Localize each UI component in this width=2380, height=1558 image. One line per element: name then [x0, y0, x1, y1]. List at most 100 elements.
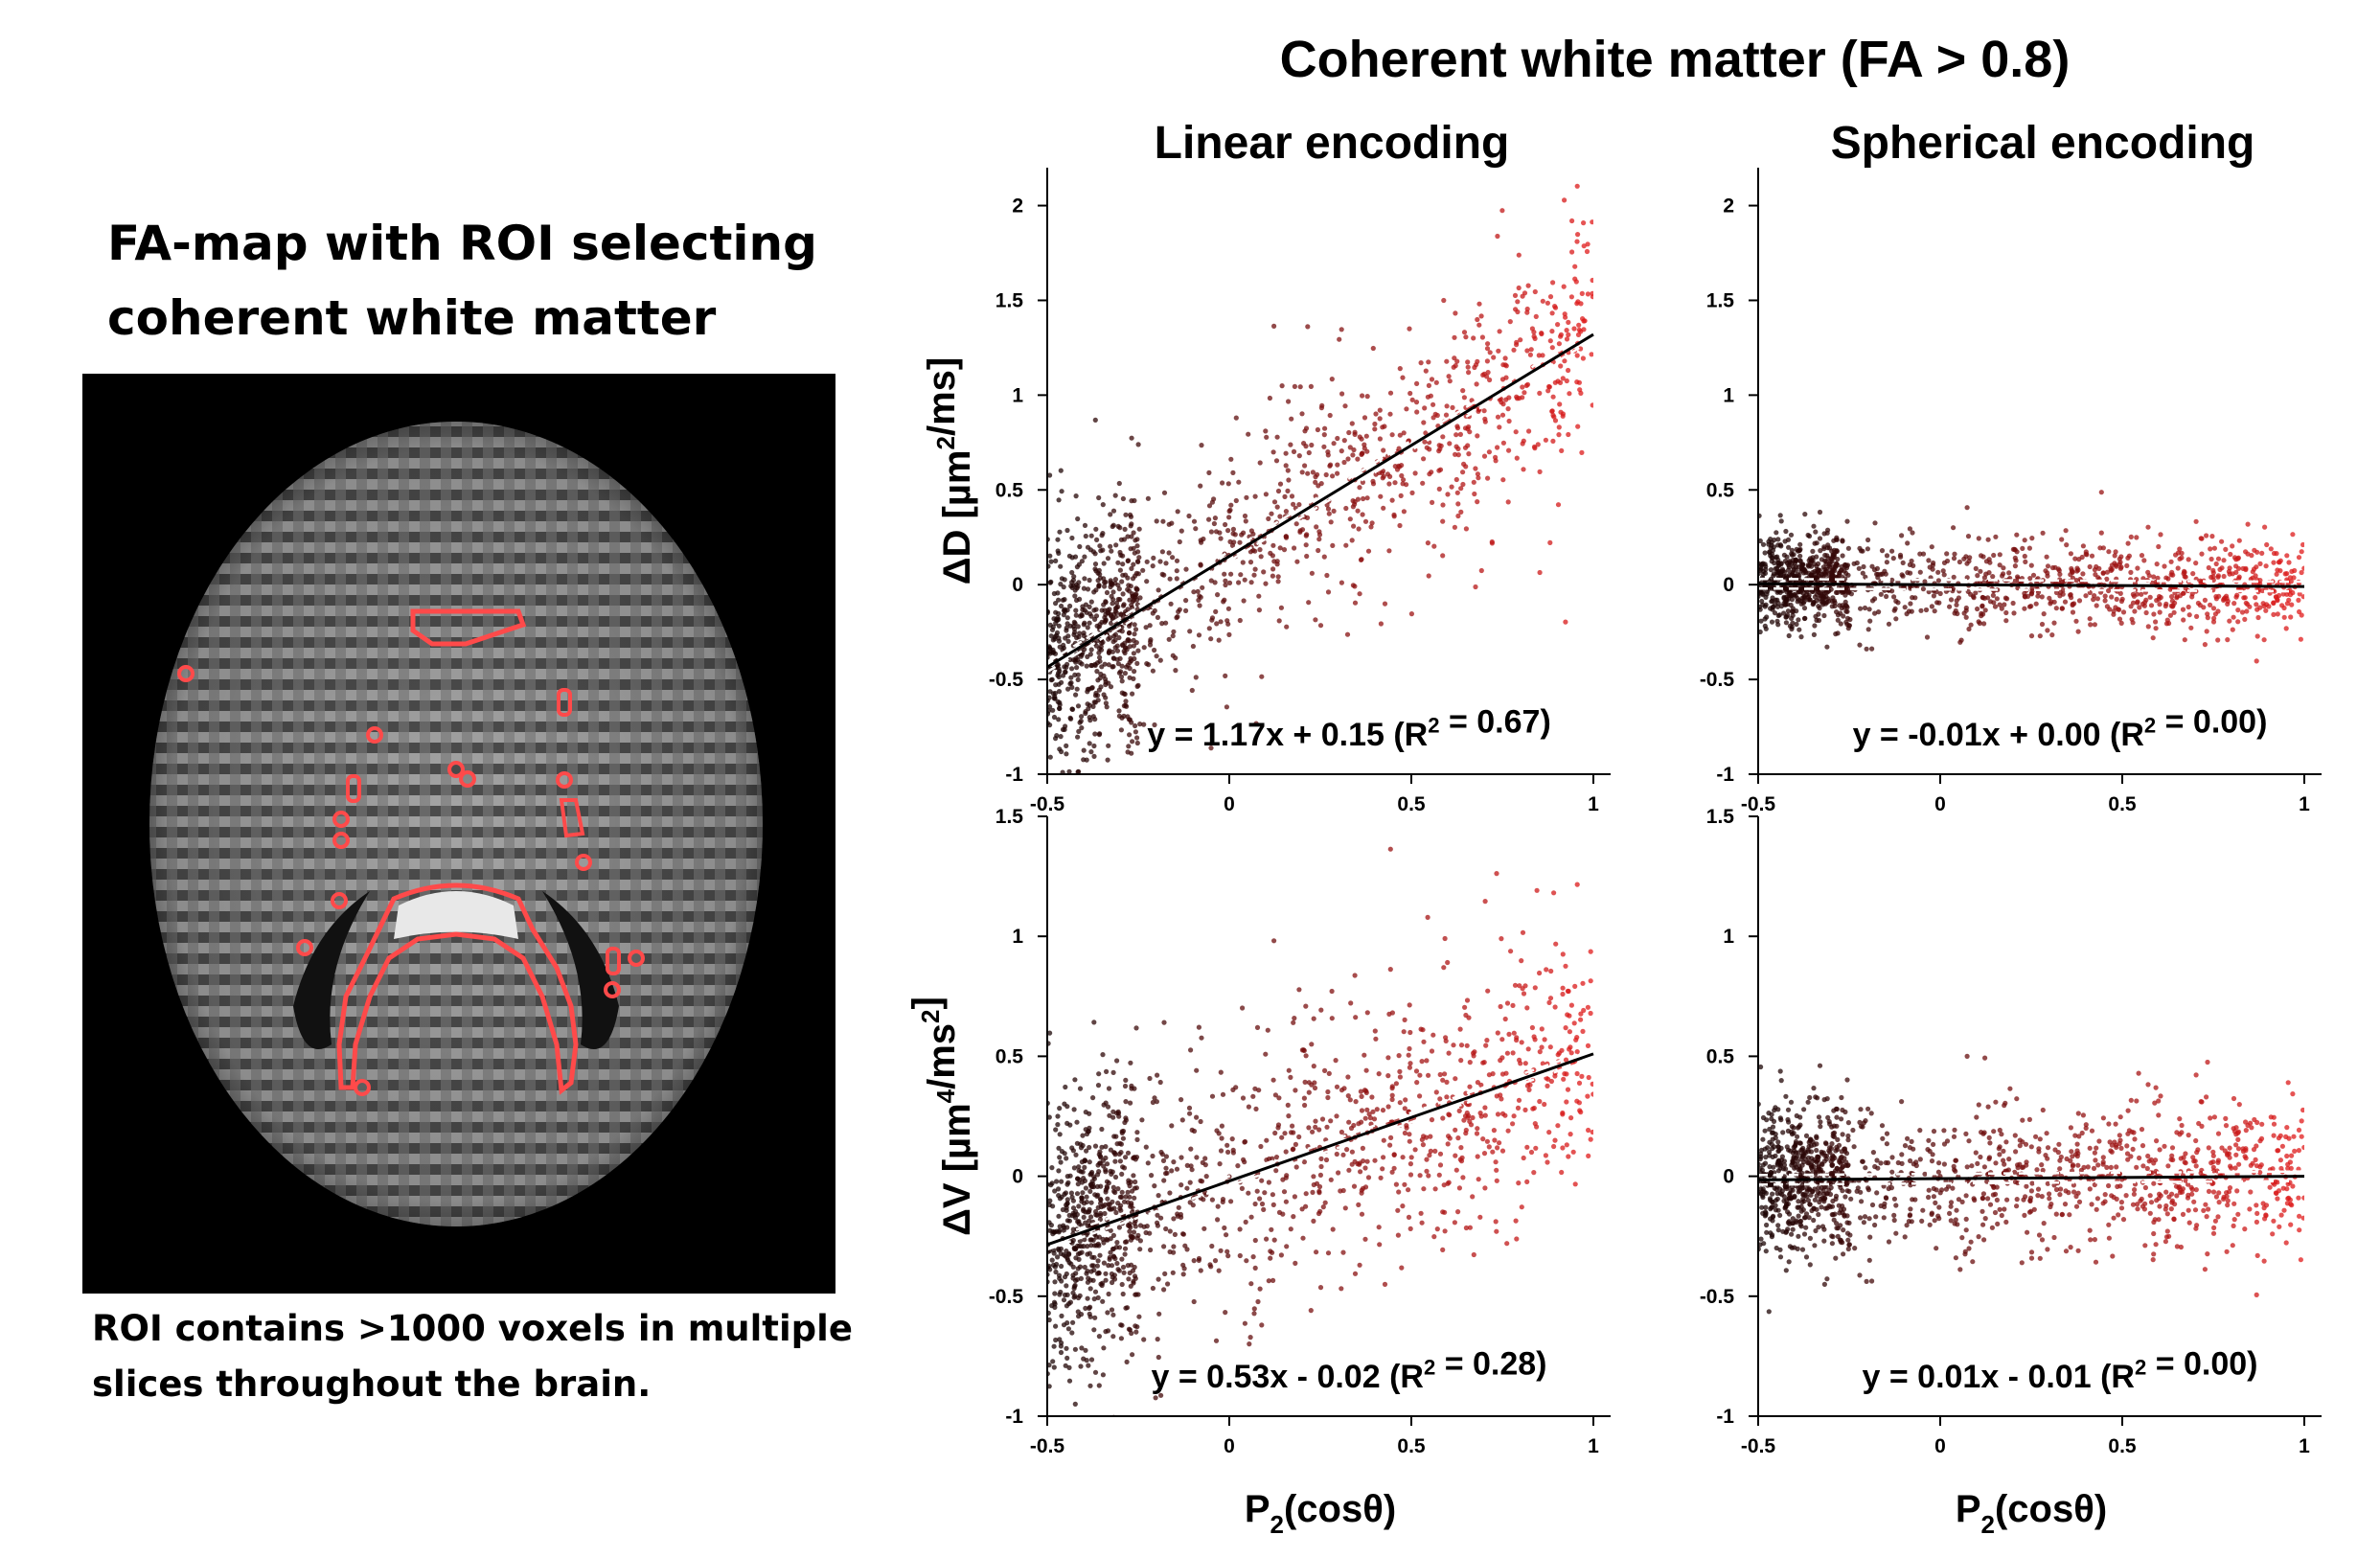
data-point [1311, 1218, 1316, 1224]
data-point [1167, 1228, 1173, 1234]
data-point [1304, 532, 1310, 538]
data-point [1313, 474, 1318, 480]
data-point [1581, 243, 1587, 249]
data-point [1407, 1172, 1414, 1178]
data-point [2221, 573, 2227, 580]
data-point [1119, 579, 1125, 584]
data-point [1170, 555, 1176, 561]
roi-blob [459, 770, 476, 788]
data-point [1845, 545, 1851, 551]
data-point [1362, 415, 1368, 421]
x-tick-label: 1 [1588, 1435, 1599, 1457]
fa-map-title-line2: coherent white matter [107, 290, 717, 346]
data-point [1225, 1253, 1231, 1259]
data-point [2039, 1237, 2046, 1243]
data-point [1810, 548, 1816, 555]
data-point [1163, 561, 1169, 566]
data-point [1128, 1203, 1133, 1209]
data-point [1062, 597, 1067, 603]
data-point [1056, 635, 1062, 641]
data-point [1492, 1137, 1498, 1143]
data-point [1902, 605, 1908, 610]
data-point [1124, 1359, 1130, 1364]
data-point [1985, 595, 1991, 601]
data-point [1310, 1189, 1316, 1195]
data-point [2250, 575, 2255, 581]
data-point [1380, 1108, 1386, 1113]
data-point [1302, 463, 1308, 469]
data-point [1436, 1172, 1442, 1178]
data-point [1785, 567, 1792, 573]
data-point [1884, 560, 1889, 565]
data-point [1228, 456, 1234, 462]
data-point [2027, 576, 2033, 582]
data-point [1110, 1232, 1116, 1238]
data-point [1056, 689, 1063, 695]
data-point [1387, 411, 1393, 417]
data-point [1770, 605, 1775, 610]
roi-genu-outline [410, 608, 527, 647]
data-point [1576, 322, 1582, 328]
data-point [1072, 1208, 1079, 1215]
data-point [1451, 1042, 1456, 1048]
data-point [1543, 1153, 1548, 1158]
data-point [1560, 376, 1566, 381]
data-point [1794, 621, 1799, 628]
data-point [1253, 721, 1259, 726]
data-point [1463, 334, 1469, 340]
data-point [1252, 1265, 1258, 1271]
data-point [1209, 617, 1215, 623]
data-point [1325, 589, 1332, 595]
data-point [1824, 599, 1830, 606]
data-point [1259, 1322, 1265, 1328]
data-point [1359, 1211, 1365, 1217]
data-point [1499, 936, 1504, 942]
data-point [1133, 627, 1139, 632]
data-point [1326, 1070, 1332, 1076]
data-point [1948, 1203, 1954, 1209]
data-point [1120, 561, 1126, 567]
data-point [2264, 541, 2270, 548]
data-point [1758, 1236, 1764, 1242]
data-point [1783, 528, 1789, 535]
data-point [1778, 1078, 1784, 1084]
data-point [2191, 1199, 2197, 1204]
data-point [1056, 1246, 1062, 1251]
data-point [1080, 607, 1086, 613]
data-point [1824, 530, 1830, 536]
data-point [1878, 571, 1884, 578]
data-point [1140, 567, 1146, 573]
data-point [1200, 584, 1205, 590]
data-point [1985, 1104, 1991, 1110]
data-point [2003, 1219, 2009, 1225]
data-point [1099, 640, 1105, 646]
data-point [1817, 509, 1823, 516]
data-point [1841, 1227, 1846, 1233]
data-point [1119, 1189, 1125, 1195]
data-point [2253, 595, 2258, 601]
data-point [1476, 408, 1481, 414]
data-point [1534, 1124, 1540, 1130]
data-point [1369, 520, 1375, 526]
data-point [1130, 576, 1136, 582]
data-point [1444, 403, 1450, 409]
data-point [1184, 1247, 1190, 1252]
data-point [1560, 951, 1566, 957]
data-point [1425, 394, 1430, 400]
data-point [1476, 301, 1482, 307]
data-point [2034, 1167, 2040, 1173]
data-point [1830, 554, 1836, 560]
data-point [1380, 1166, 1385, 1172]
data-point [1772, 537, 1777, 543]
data-point [1135, 571, 1141, 577]
data-point [1128, 523, 1133, 529]
data-point [1106, 609, 1111, 615]
data-point [1364, 1158, 1370, 1164]
data-point [2130, 591, 2136, 598]
data-point [1389, 497, 1395, 503]
data-point [2234, 592, 2240, 598]
data-point [1344, 631, 1351, 637]
data-point [1133, 1224, 1138, 1229]
data-point [1119, 1256, 1125, 1262]
data-point [1339, 1129, 1344, 1135]
